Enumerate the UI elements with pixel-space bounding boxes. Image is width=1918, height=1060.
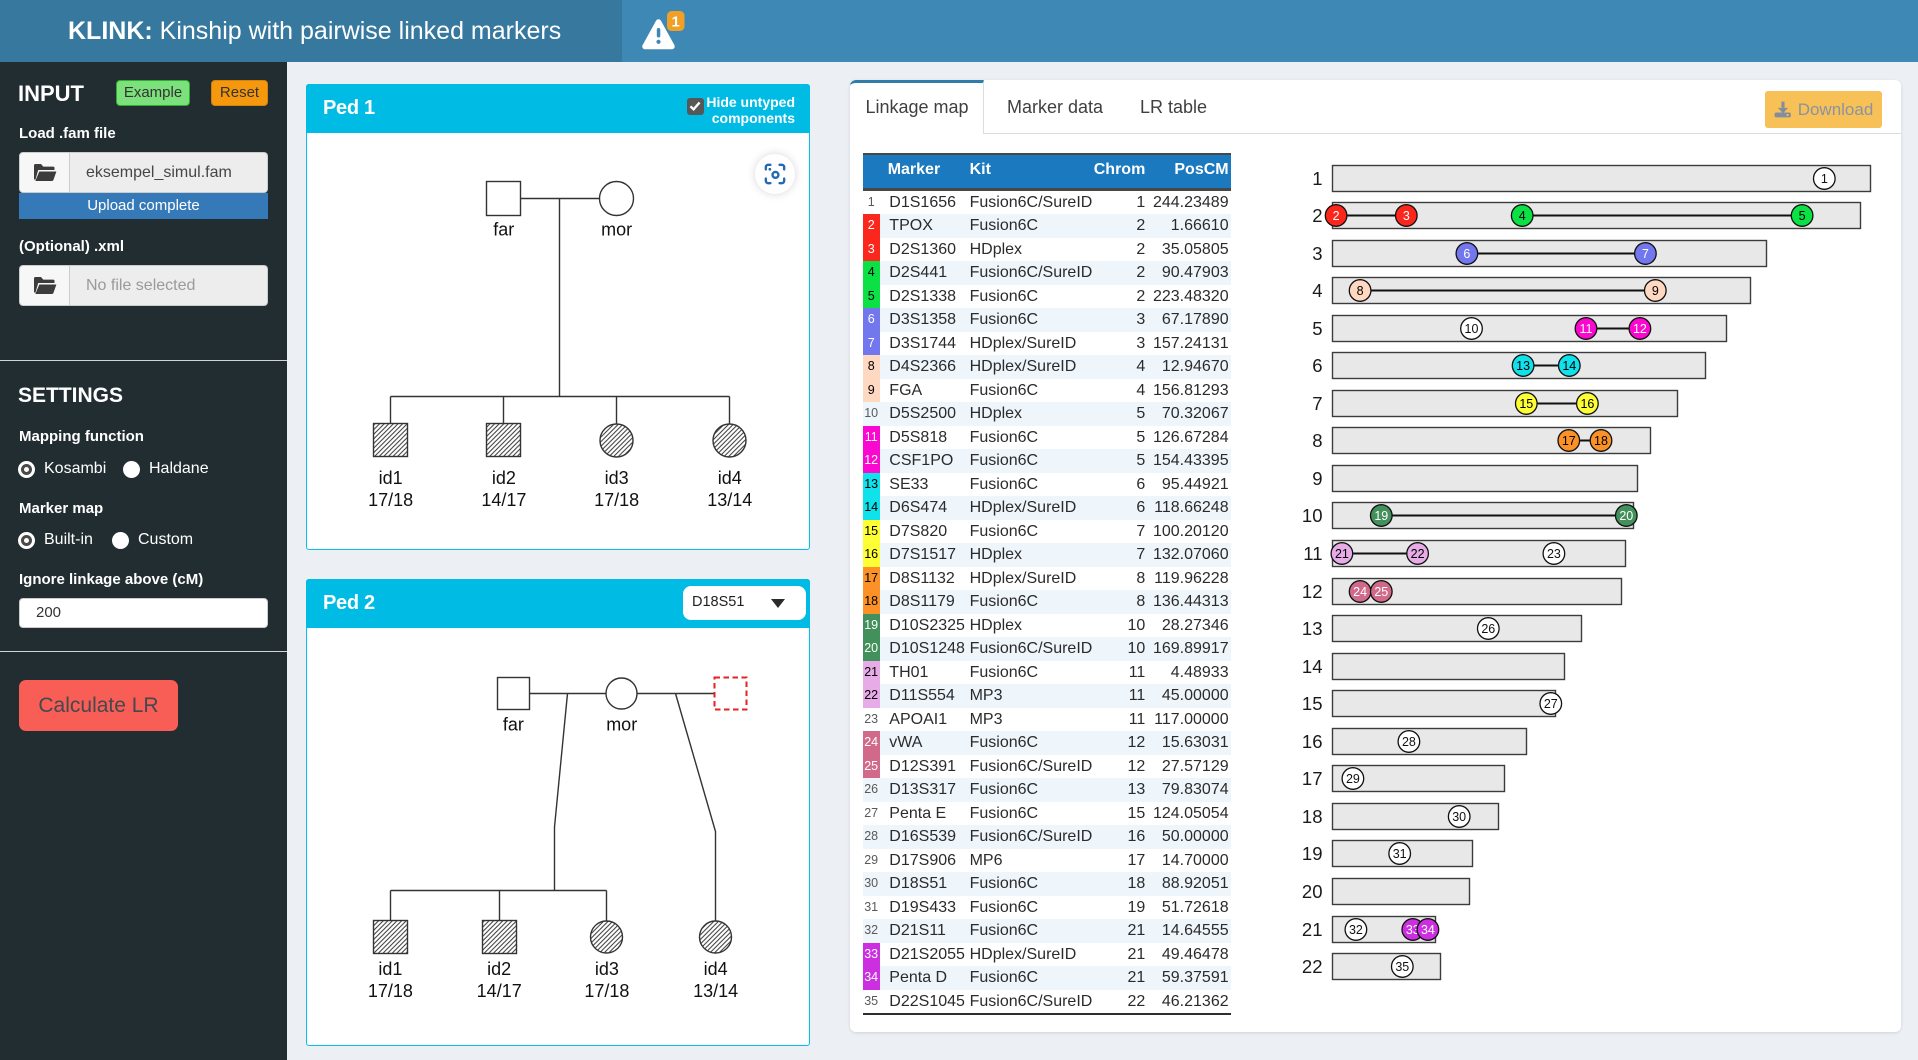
svg-text:19: 19 — [1302, 843, 1323, 864]
svg-text:1: 1 — [1821, 172, 1828, 186]
svg-text:17/18: 17/18 — [584, 981, 629, 1001]
svg-text:id4: id4 — [718, 468, 742, 488]
svg-text:2: 2 — [1333, 209, 1340, 223]
svg-text:id3: id3 — [605, 468, 629, 488]
svg-text:19: 19 — [1374, 509, 1388, 523]
svg-text:21: 21 — [1302, 919, 1323, 940]
svg-text:13: 13 — [1302, 618, 1323, 639]
svg-text:mor: mor — [606, 715, 637, 735]
svg-text:13/14: 13/14 — [693, 981, 738, 1001]
svg-text:32: 32 — [1349, 923, 1363, 937]
svg-text:7: 7 — [1642, 247, 1649, 261]
svg-text:15: 15 — [1302, 693, 1323, 714]
svg-text:27: 27 — [1544, 697, 1558, 711]
svg-text:6: 6 — [1312, 355, 1322, 376]
svg-text:28: 28 — [1402, 735, 1416, 749]
svg-text:24: 24 — [1353, 585, 1367, 599]
svg-text:35: 35 — [1395, 960, 1409, 974]
svg-text:25: 25 — [1374, 585, 1388, 599]
svg-text:13: 13 — [1516, 359, 1530, 373]
svg-text:1: 1 — [672, 14, 680, 31]
svg-text:33: 33 — [1406, 923, 1420, 937]
svg-text:id2: id2 — [487, 959, 511, 979]
svg-text:id3: id3 — [595, 959, 619, 979]
svg-text:14/17: 14/17 — [481, 490, 526, 510]
svg-text:22: 22 — [1302, 956, 1323, 977]
svg-text:14: 14 — [1562, 359, 1576, 373]
svg-text:9: 9 — [1312, 468, 1322, 489]
svg-text:16: 16 — [1302, 731, 1323, 752]
svg-text:id1: id1 — [379, 468, 403, 488]
svg-text:17/18: 17/18 — [368, 981, 413, 1001]
svg-text:far: far — [493, 220, 514, 240]
svg-text:4: 4 — [1312, 280, 1322, 301]
svg-text:4: 4 — [1519, 209, 1526, 223]
svg-text:31: 31 — [1393, 847, 1407, 861]
svg-text:18: 18 — [1594, 434, 1608, 448]
svg-text:12: 12 — [1302, 581, 1323, 602]
svg-text:17/18: 17/18 — [368, 490, 413, 510]
svg-text:22: 22 — [1411, 547, 1425, 561]
svg-text:8: 8 — [1357, 284, 1364, 298]
svg-text:id2: id2 — [492, 468, 516, 488]
svg-text:6: 6 — [1463, 247, 1470, 261]
svg-text:10: 10 — [1465, 322, 1479, 336]
svg-text:23: 23 — [1547, 547, 1561, 561]
svg-text:id4: id4 — [704, 959, 728, 979]
svg-text:20: 20 — [1302, 881, 1323, 902]
svg-text:10: 10 — [1302, 505, 1323, 526]
svg-text:3: 3 — [1403, 209, 1410, 223]
svg-text:8: 8 — [1312, 430, 1322, 451]
svg-text:20: 20 — [1619, 509, 1633, 523]
svg-text:11: 11 — [1580, 322, 1593, 336]
svg-text:far: far — [503, 715, 524, 735]
svg-text:18: 18 — [1302, 806, 1323, 827]
svg-text:5: 5 — [1799, 209, 1806, 223]
svg-text:26: 26 — [1481, 622, 1495, 636]
svg-text:11: 11 — [1303, 543, 1322, 564]
svg-text:9: 9 — [1652, 284, 1659, 298]
svg-text:21: 21 — [1335, 547, 1349, 561]
svg-text:15: 15 — [1519, 397, 1533, 411]
svg-text:id1: id1 — [378, 959, 402, 979]
svg-text:13/14: 13/14 — [707, 490, 752, 510]
svg-text:mor: mor — [601, 220, 632, 240]
svg-text:12: 12 — [1633, 322, 1647, 336]
svg-text:17: 17 — [1302, 768, 1323, 789]
svg-text:17/18: 17/18 — [594, 490, 639, 510]
svg-text:5: 5 — [1312, 318, 1322, 339]
svg-text:14/17: 14/17 — [477, 981, 522, 1001]
svg-text:3: 3 — [1312, 243, 1322, 264]
svg-text:1: 1 — [1312, 168, 1322, 189]
svg-text:14: 14 — [1302, 656, 1323, 677]
svg-text:29: 29 — [1346, 772, 1360, 786]
svg-text:17: 17 — [1562, 434, 1576, 448]
svg-text:2: 2 — [1312, 205, 1322, 226]
svg-text:30: 30 — [1452, 810, 1466, 824]
svg-text:34: 34 — [1421, 923, 1435, 937]
svg-text:7: 7 — [1312, 393, 1322, 414]
svg-text:16: 16 — [1580, 397, 1594, 411]
